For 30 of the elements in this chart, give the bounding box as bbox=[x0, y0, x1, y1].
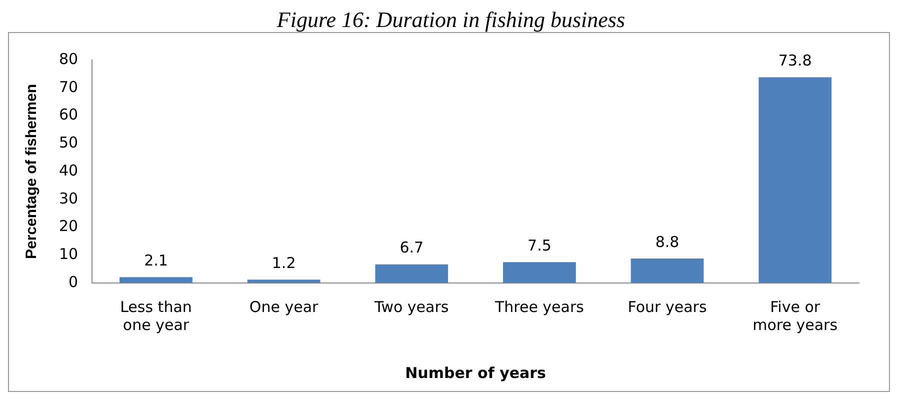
y-tick-label: 80 bbox=[58, 50, 78, 68]
y-tick-label: 70 bbox=[58, 78, 78, 96]
data-label: 1.2 bbox=[272, 254, 296, 272]
bar bbox=[247, 280, 320, 283]
y-tick-label: 60 bbox=[58, 106, 78, 124]
data-label: 73.8 bbox=[778, 52, 812, 70]
bar bbox=[758, 77, 832, 283]
y-tick-label: 50 bbox=[58, 134, 78, 152]
x-axis-title: Number of years bbox=[405, 364, 546, 382]
data-label: 6.7 bbox=[400, 238, 424, 257]
bar bbox=[120, 277, 192, 283]
y-axis-title: Percentage of fishermen bbox=[23, 84, 40, 260]
x-tick-label: Less than one year bbox=[120, 298, 192, 334]
y-tick-label: 30 bbox=[58, 189, 78, 208]
x-tick-label: One year bbox=[249, 298, 320, 316]
x-tick-label: Two years bbox=[374, 298, 449, 316]
data-label: 7.5 bbox=[528, 236, 552, 254]
y-tick-label: 10 bbox=[58, 245, 78, 264]
data-label: 8.8 bbox=[655, 232, 680, 251]
chart-title: Figure 16: Duration in fishing business bbox=[276, 7, 626, 32]
bar bbox=[503, 262, 576, 283]
y-tick-label: 20 bbox=[58, 217, 78, 236]
bar bbox=[375, 264, 448, 283]
x-tick-label: Five or more years bbox=[752, 298, 838, 334]
bar bbox=[630, 258, 704, 283]
data-label: 2.1 bbox=[144, 252, 168, 270]
y-tick-label: 40 bbox=[58, 161, 78, 180]
x-tick-label: Four years bbox=[628, 298, 707, 316]
x-tick-label: Three years bbox=[494, 298, 584, 316]
y-tick-label: 0 bbox=[68, 272, 78, 291]
